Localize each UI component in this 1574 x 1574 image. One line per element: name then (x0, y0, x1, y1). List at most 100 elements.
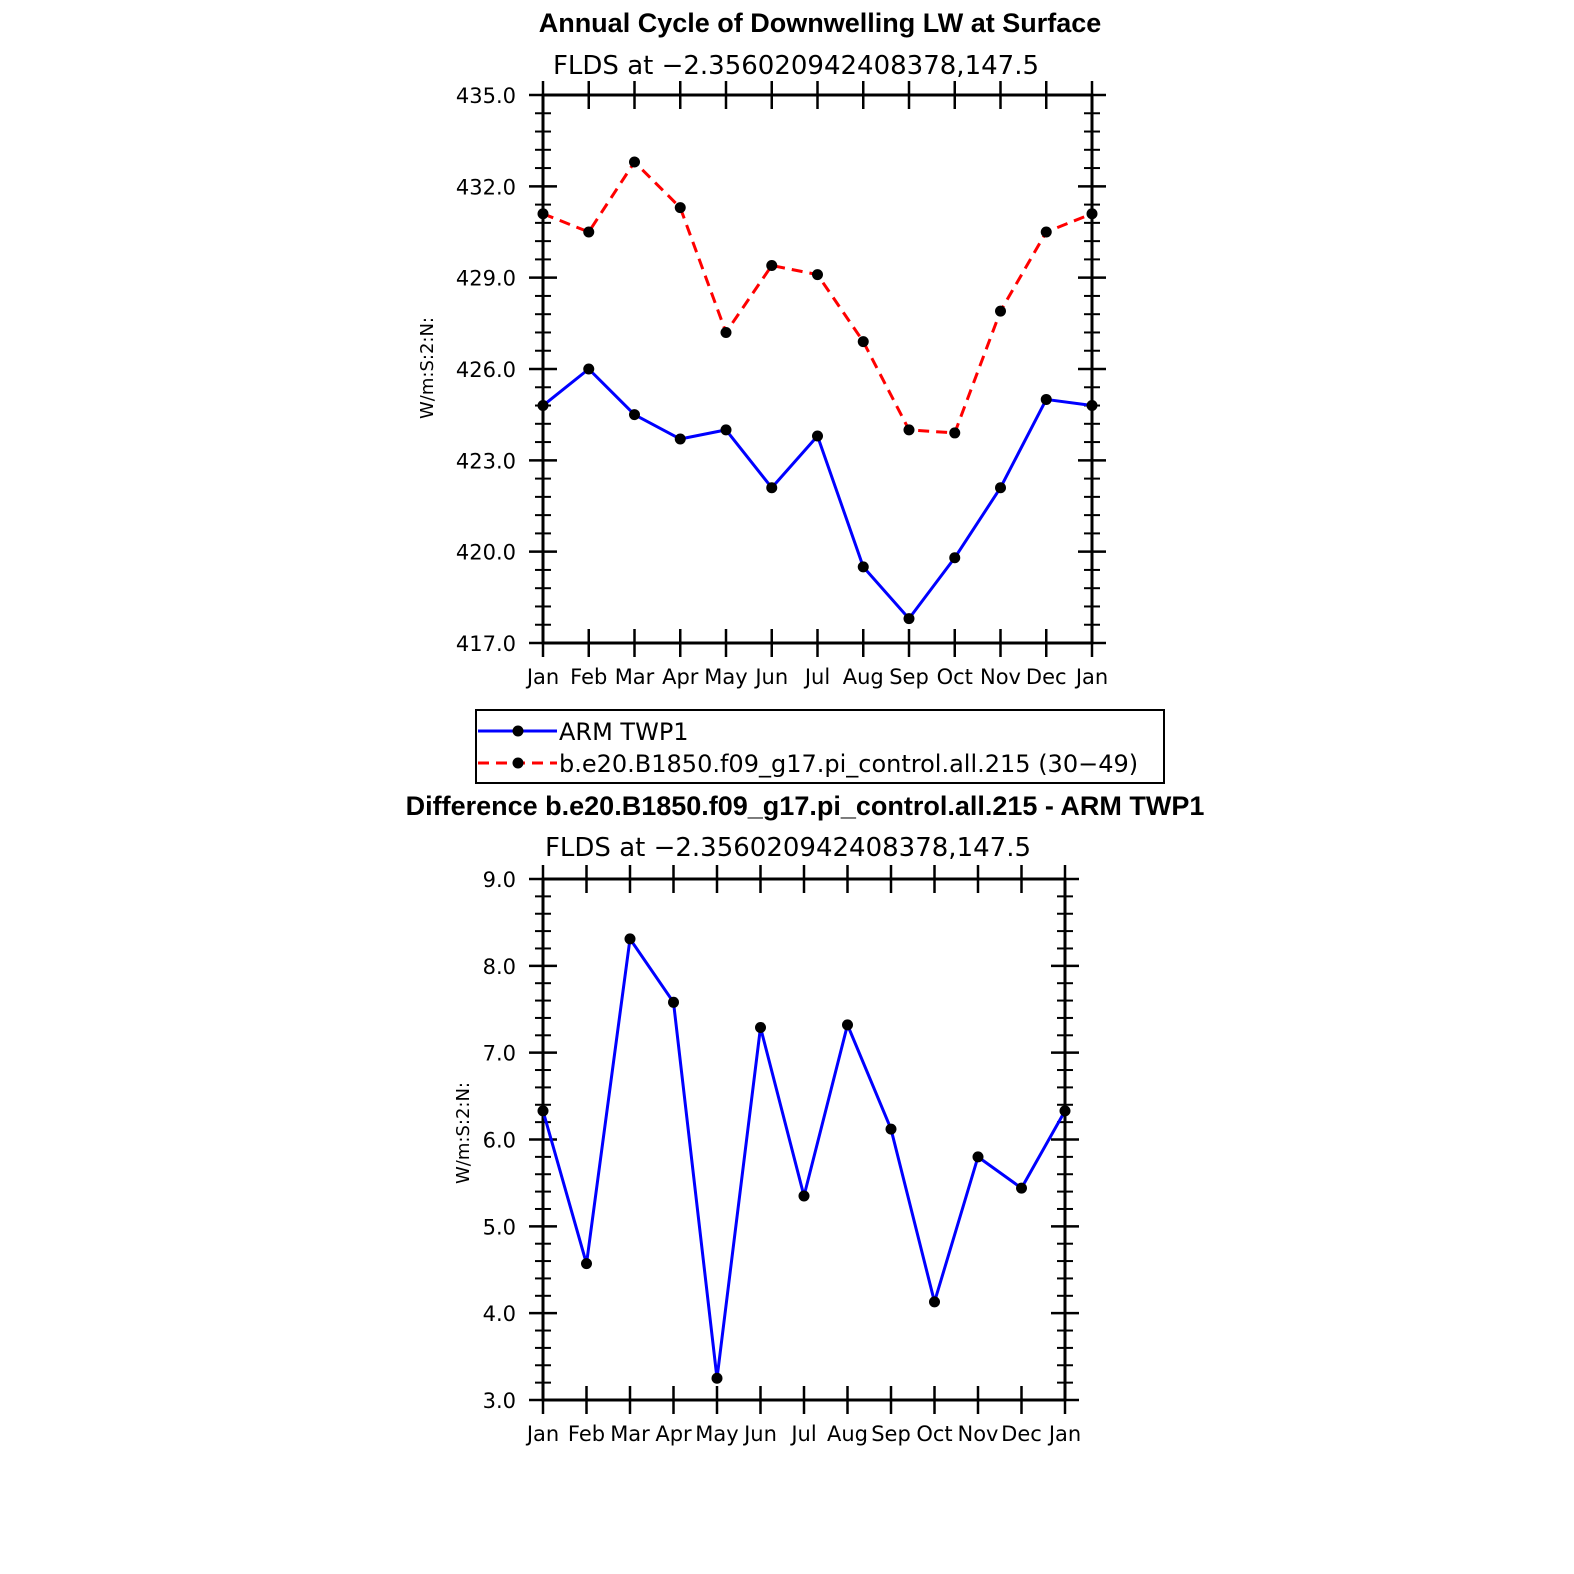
data-point (766, 259, 778, 271)
data-point (995, 482, 1006, 494)
y-axis-label: W/m:S:2:N: (453, 1082, 474, 1184)
data-point (583, 226, 595, 238)
x-tick-label: Jul (789, 1422, 816, 1446)
data-point (842, 1019, 853, 1031)
x-tick-label: Jun (742, 1422, 777, 1446)
x-tick-label: Feb (568, 1422, 605, 1446)
data-point (674, 433, 686, 445)
y-tick-label: 4.0 (483, 1302, 516, 1326)
y-tick-label: 429.0 (456, 267, 516, 291)
x-tick-label: Jun (753, 665, 788, 689)
y-tick-label: 432.0 (456, 175, 516, 199)
x-tick-label: Nov (980, 665, 1021, 689)
y-tick-label: 420.0 (456, 541, 516, 565)
x-tick-label: Aug (843, 665, 884, 689)
x-tick-label: Aug (827, 1422, 868, 1446)
data-point (629, 409, 640, 421)
data-point (903, 424, 915, 436)
x-tick-label: Apr (655, 1422, 692, 1446)
x-tick-label: May (704, 665, 747, 689)
y-tick-label: 417.0 (456, 632, 516, 656)
data-point (624, 933, 636, 945)
y-tick-label: 8.0 (483, 955, 516, 979)
x-tick-label: Jul (803, 665, 830, 689)
data-point (812, 430, 823, 442)
plot-border (541, 877, 1067, 1402)
y-tick-label: 426.0 (456, 358, 516, 382)
chart-subtitle: FLDS at −2.356020942408378,147.5 (545, 833, 1031, 863)
data-point (720, 424, 732, 436)
chart-title: Difference b.e20.B1850.f09_g17.pi_contro… (406, 791, 1205, 821)
chart-title: Annual Cycle of Downwelling LW at Surfac… (539, 8, 1102, 38)
data-point (885, 1123, 897, 1135)
data-point (1086, 400, 1098, 412)
x-tick-label: Feb (570, 665, 607, 689)
data-point (755, 1021, 766, 1033)
x-tick-label: Jan (1047, 1422, 1081, 1446)
annual-cycle-chart: Annual Cycle of Downwelling LW at Surfac… (417, 8, 1165, 784)
data-point (1040, 226, 1052, 238)
y-tick-label: 423.0 (456, 449, 516, 473)
data-point (857, 336, 869, 348)
plot-frame: 3.0 4.0 5.0 6.0 7.0 8.0 9.0 Jan Feb Mar Apr May Jun J… (483, 865, 1081, 1446)
legend-entry-label: b.e20.B1850.f09_g17.pi_control.all.215 (… (559, 750, 1138, 778)
difference-chart: Difference b.e20.B1850.f09_g17.pi_contro… (406, 791, 1205, 1446)
x-tick-label: Dec (1001, 1422, 1042, 1446)
legend-swatch-marker (512, 725, 524, 737)
data-point (857, 561, 869, 573)
series-lines (541, 937, 1067, 1380)
legend-entry-label: ARM TWP1 (559, 718, 689, 746)
x-tick-label: Mar (610, 1422, 650, 1446)
y-tick-label: 435.0 (456, 84, 516, 108)
data-point (812, 269, 823, 281)
y-axis-label: W/m:S:2:N: (417, 317, 438, 419)
y-tick-label: 6.0 (483, 1129, 516, 1153)
plot-frame: 417.0 420.0 423.0 426.0 429.0 432.0 435.0 Jan Fe… (456, 81, 1108, 689)
data-point (674, 202, 686, 214)
y-tick-label: 3.0 (483, 1389, 516, 1413)
x-tick-label: Oct (916, 1422, 952, 1446)
data-point (949, 427, 961, 439)
data-point (537, 1105, 549, 1117)
x-tick-label: Oct (937, 665, 973, 689)
data-point (720, 326, 732, 338)
series-line-1 (542, 367, 1093, 621)
data-point (581, 1258, 592, 1270)
x-tick-label: Jan (525, 1422, 559, 1446)
x-tick-label: Apr (662, 665, 699, 689)
legend-swatch-marker (512, 757, 524, 769)
y-tick-label: 9.0 (483, 868, 516, 892)
series-markers (537, 933, 1071, 1384)
x-tick-label: Sep (871, 1422, 911, 1446)
data-point (711, 1372, 723, 1384)
data-point (798, 1190, 810, 1202)
data-point (949, 552, 961, 564)
data-point (766, 482, 778, 494)
data-point (972, 1151, 984, 1163)
x-tick-label: May (695, 1422, 738, 1446)
data-point (1016, 1182, 1027, 1194)
data-point (583, 363, 595, 375)
x-tick-label: Nov (958, 1422, 999, 1446)
data-point (537, 208, 549, 220)
data-point (1059, 1105, 1071, 1117)
y-tick-label: 5.0 (483, 1215, 516, 1239)
legend-box (475, 709, 1165, 784)
data-point (1040, 393, 1052, 405)
x-tick-label: Dec (1026, 665, 1067, 689)
x-tick-label: Mar (615, 665, 655, 689)
series-markers (537, 156, 1098, 625)
data-point (668, 996, 679, 1008)
data-point (903, 613, 915, 625)
chart-subtitle: FLDS at −2.356020942408378,147.5 (553, 51, 1039, 81)
data-point (537, 400, 549, 412)
series-line-2 (542, 160, 1093, 435)
series-line-1 (541, 937, 1067, 1380)
series-lines (542, 160, 1093, 621)
x-tick-label: Sep (889, 665, 929, 689)
y-tick-label: 7.0 (483, 1042, 516, 1066)
x-tick-label: Jan (525, 665, 559, 689)
data-point (1086, 208, 1098, 220)
data-point (929, 1296, 940, 1308)
